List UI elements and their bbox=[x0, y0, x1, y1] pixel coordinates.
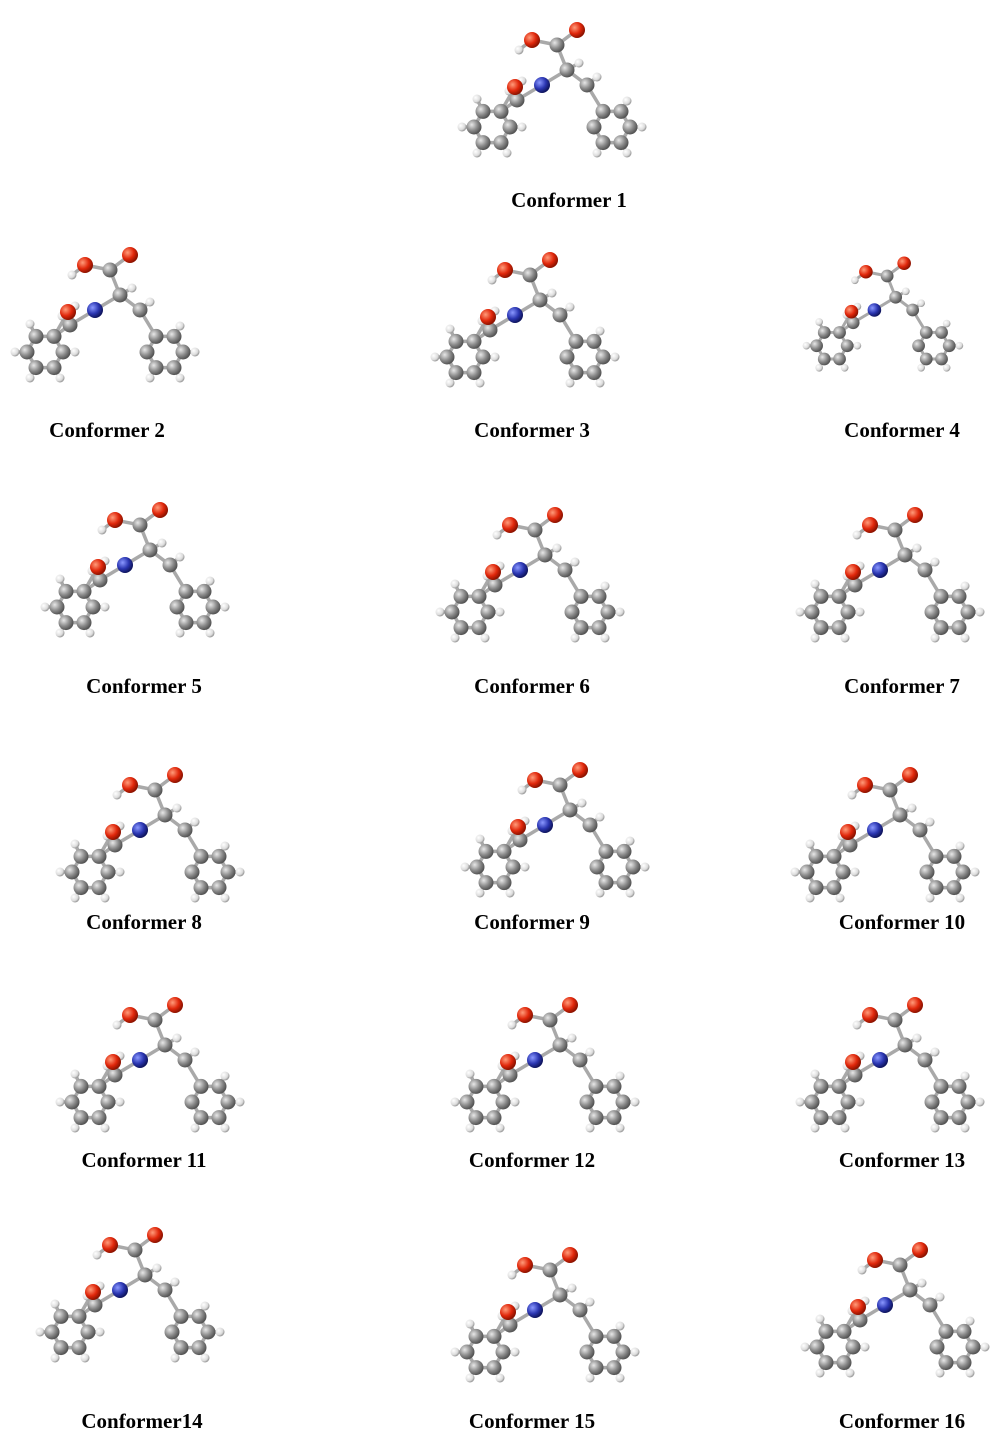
caption: Conformer 10 bbox=[839, 910, 965, 934]
caption: Conformer 1 bbox=[511, 188, 627, 212]
caption: Conformer 7 bbox=[844, 674, 960, 698]
caption: Conformer 8 bbox=[86, 910, 202, 934]
caption: Conformer 12 bbox=[469, 1148, 595, 1172]
caption: Conformer 16 bbox=[839, 1409, 965, 1433]
caption: Conformer 5 bbox=[86, 674, 202, 698]
caption: Conformer 2 bbox=[49, 418, 165, 442]
caption: Conformer 3 bbox=[474, 418, 590, 442]
background bbox=[0, 0, 1001, 1434]
caption: Conformer 13 bbox=[839, 1148, 965, 1172]
figure: Conformer 1 Conformer 2 Conformer 3 Conf… bbox=[0, 0, 1001, 1434]
caption: Conformer 9 bbox=[474, 910, 590, 934]
caption: Conformer 4 bbox=[844, 418, 960, 442]
caption: Conformer14 bbox=[81, 1409, 203, 1433]
caption: Conformer 15 bbox=[469, 1409, 595, 1433]
caption: Conformer 6 bbox=[474, 674, 590, 698]
caption: Conformer 11 bbox=[81, 1148, 206, 1172]
